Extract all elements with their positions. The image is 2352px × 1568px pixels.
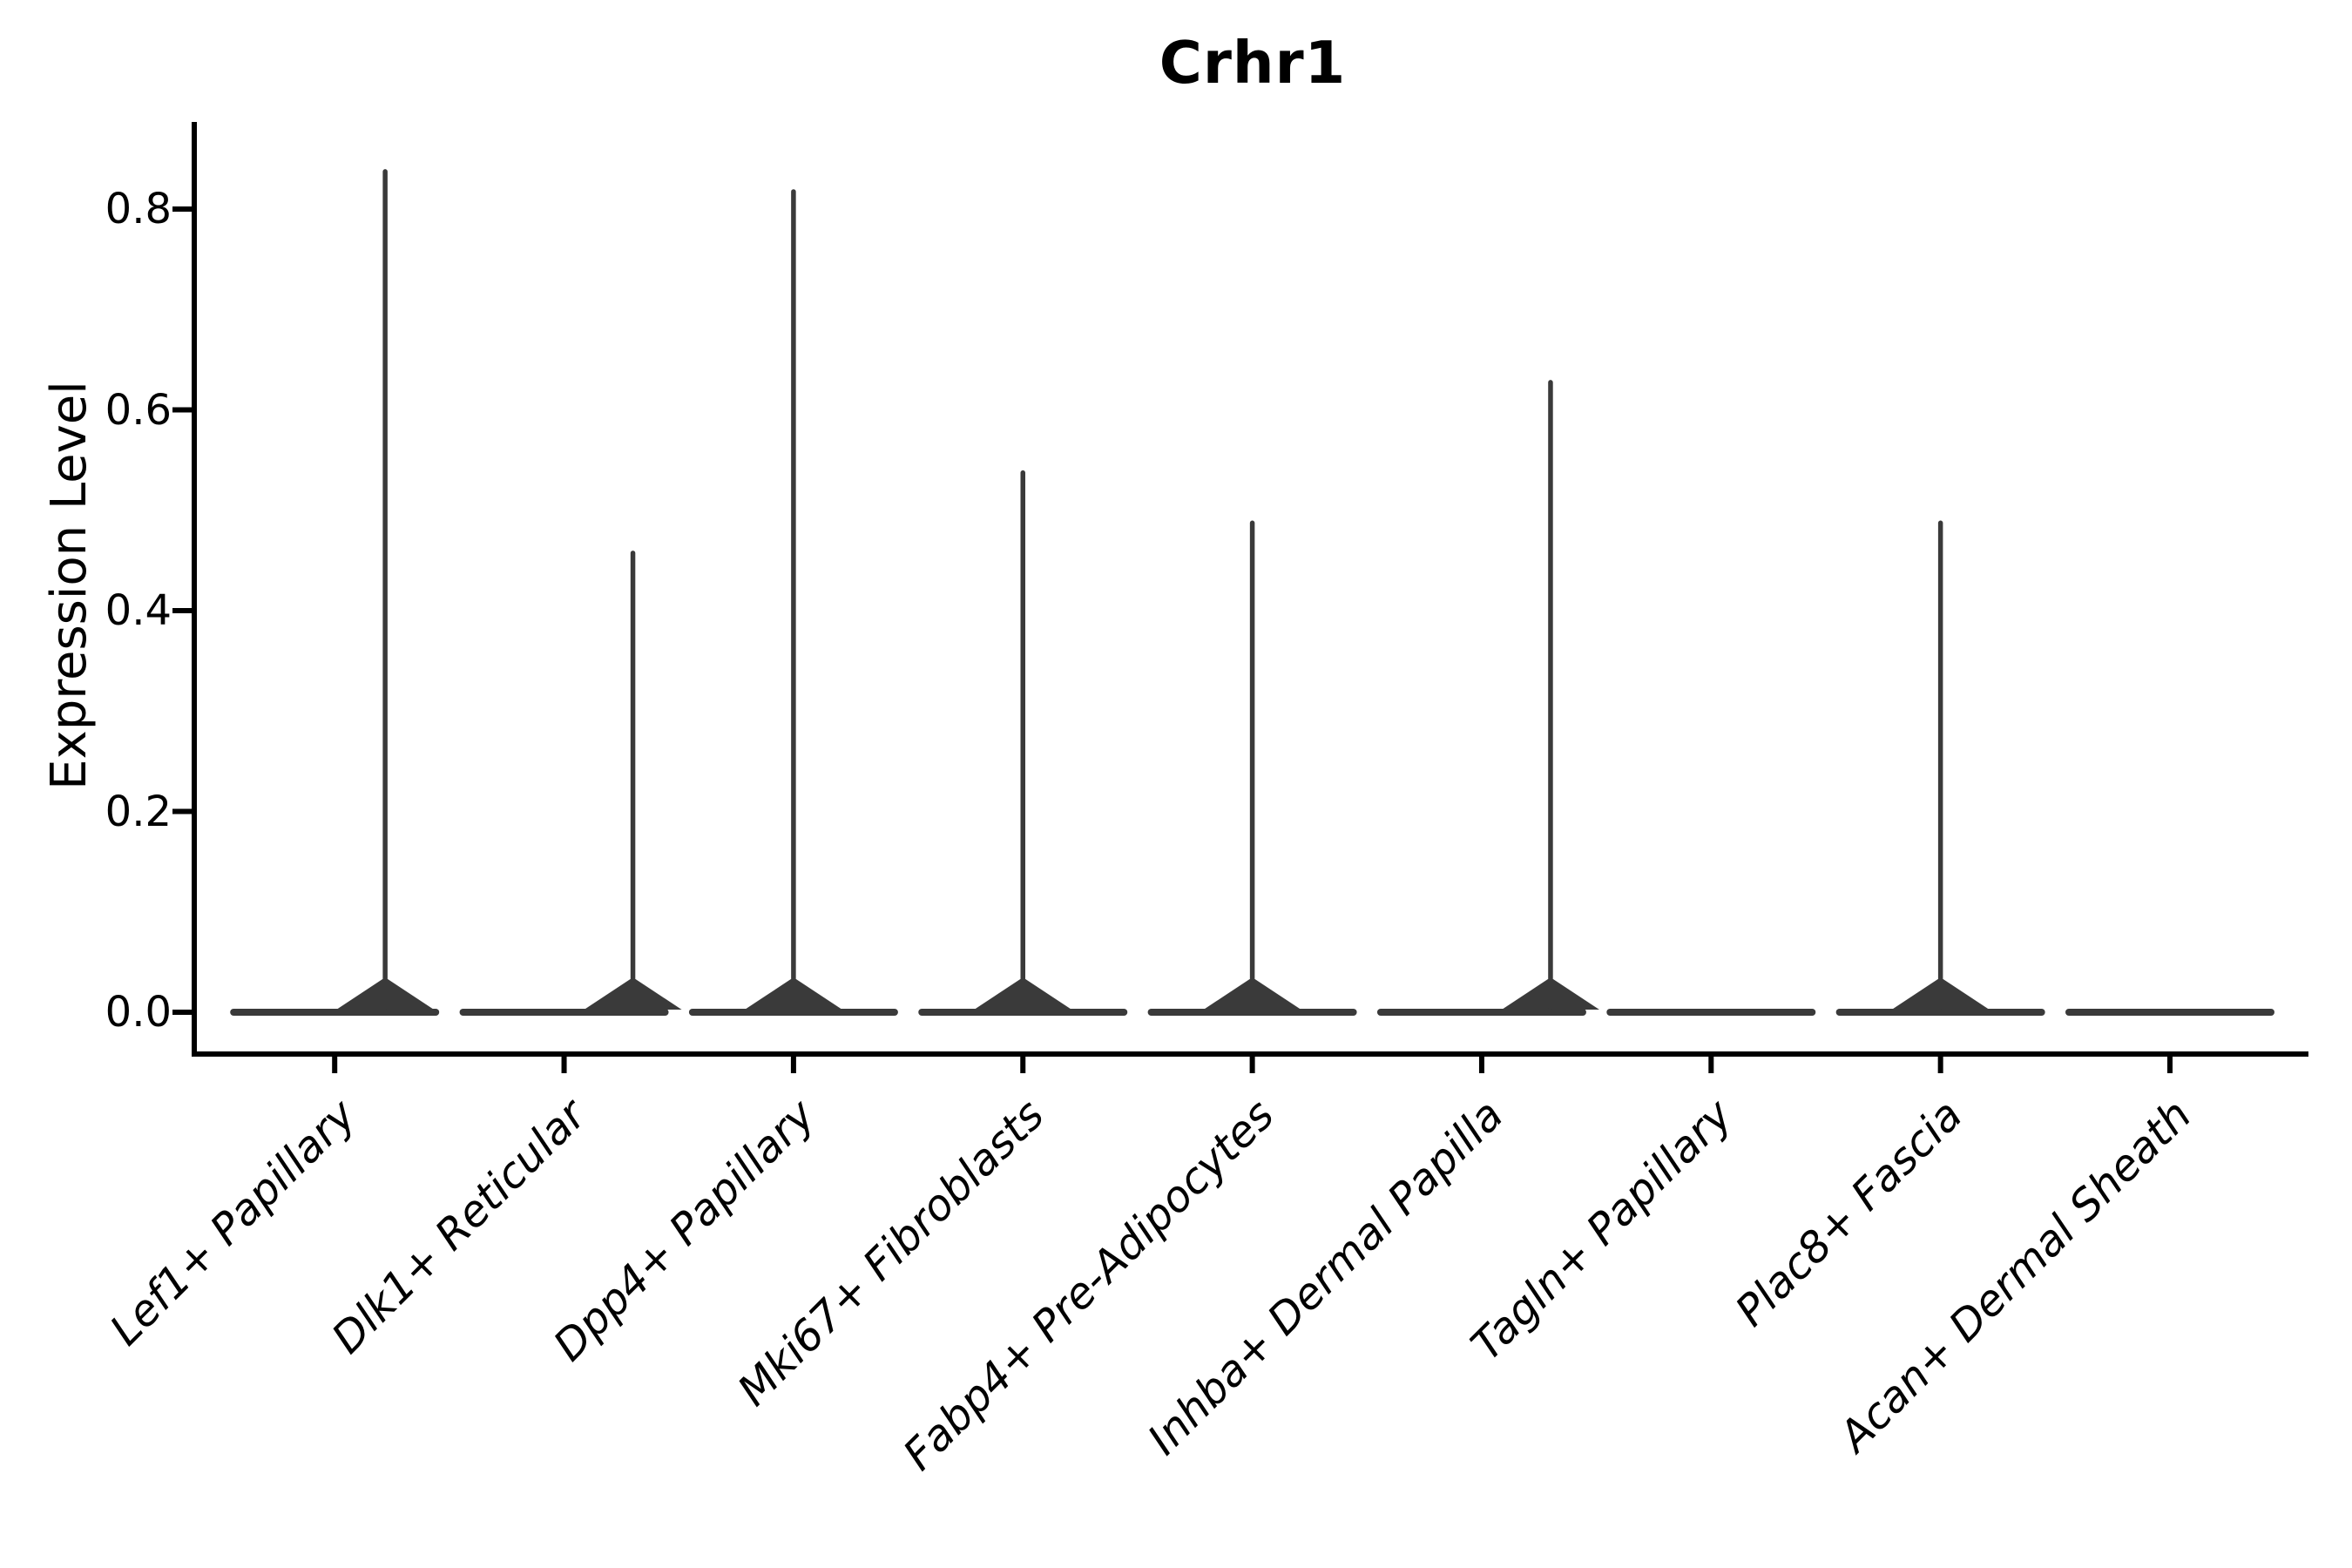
y-tick (172, 608, 192, 613)
y-tick (172, 407, 192, 413)
y-tick-label: 0.8 (105, 185, 172, 233)
y-tick-label: 0.0 (105, 988, 172, 1037)
x-tick (2167, 1057, 2173, 1073)
y-tick (172, 206, 192, 212)
x-tick (1937, 1057, 1943, 1073)
x-tick (790, 1057, 796, 1073)
x-tick (561, 1057, 567, 1073)
y-tick-label: 0.4 (105, 586, 172, 635)
x-tick (1478, 1057, 1484, 1073)
x-tick (1708, 1057, 1714, 1073)
x-axis-spine (192, 1051, 2308, 1057)
y-tick-label: 0.6 (105, 385, 172, 435)
y-axis-spine (192, 122, 197, 1057)
y-tick (172, 1010, 192, 1015)
chart-title: Crhr1 (1159, 29, 1347, 97)
x-tick (1249, 1057, 1255, 1073)
y-tick (172, 808, 192, 814)
x-tick (332, 1057, 338, 1073)
y-tick-label: 0.2 (105, 787, 172, 836)
x-tick (1020, 1057, 1026, 1073)
